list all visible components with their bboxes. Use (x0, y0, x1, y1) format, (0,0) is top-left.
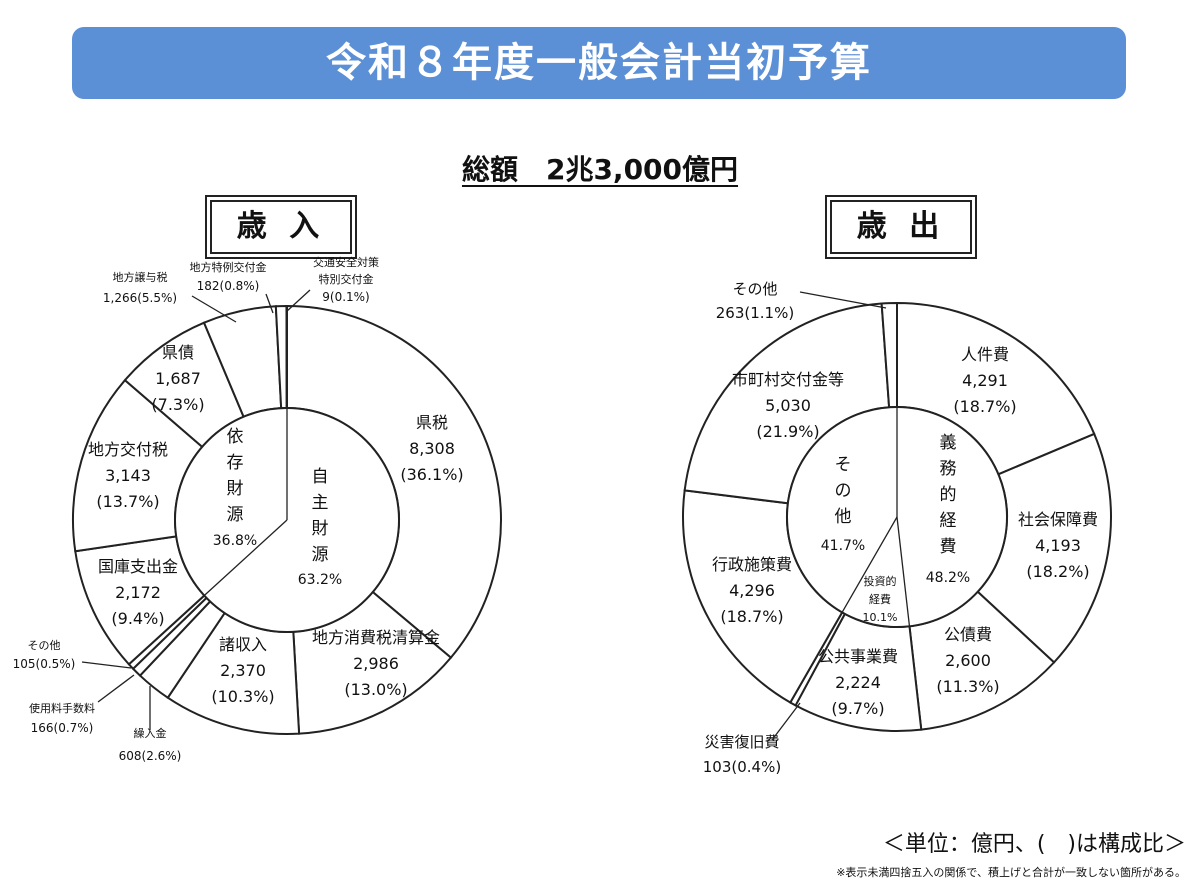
expenditure-small-value: 263(1.1%) (716, 304, 794, 322)
expenditure-inner-divider-mandatory (896, 516, 911, 627)
revenue-small-name: その他 (28, 639, 61, 652)
expenditure-label-name: 公共事業費 (818, 647, 898, 666)
revenue-leader-line (265, 293, 274, 314)
revenue-inner-dep-char: 存 (227, 453, 244, 473)
revenue-label-name: 県債 (162, 343, 194, 362)
revenue-inner-own-char: 自 (312, 467, 329, 487)
revenue-inner-dep-value: 36.8% (213, 533, 257, 549)
revenue-leader-line (285, 289, 311, 313)
revenue-label-name: 県税 (416, 413, 448, 432)
revenue-label-pct: (9.4%) (111, 609, 164, 628)
revenue-slice-11 (285, 304, 288, 410)
revenue-label-pct: (13.7%) (96, 492, 159, 511)
revenue-label-pct: (13.0%) (344, 680, 407, 699)
revenue-small-name: 特別交付金 (319, 272, 374, 286)
expenditure-inner-mand-char: 義 (940, 433, 957, 453)
expenditure-inner-other-value: 41.7% (821, 538, 865, 554)
expenditure-inner-inv-value: 10.1% (863, 611, 898, 624)
expenditure-leader-line (771, 702, 801, 741)
expenditure-label-value: 4,291 (962, 371, 1008, 390)
revenue-label-pct: (7.3%) (151, 395, 204, 414)
revenue-label-value: 8,308 (409, 439, 455, 458)
revenue-label-pct: (10.3%) (211, 687, 274, 706)
revenue-label-name: 国庫支出金 (98, 557, 178, 576)
expenditure-inner-mand-value: 48.2% (926, 570, 970, 586)
expenditure-heading: 歳 出 (830, 200, 972, 254)
title-banner: 令和８年度一般会計当初予算 (72, 27, 1126, 99)
expenditure-inner-mand-char: 経 (940, 511, 957, 531)
revenue-small-name: 地方特例交付金 (190, 260, 267, 274)
revenue-inner-dep-char: 源 (227, 505, 244, 525)
expenditure-inner-other-char: 他 (835, 507, 852, 527)
expenditure-label-name: 行政施策費 (712, 555, 792, 574)
revenue-inner-dep-char: 依 (227, 427, 244, 447)
expenditure-label-pct: (18.7%) (720, 607, 783, 626)
expenditure-small-name: その他 (732, 280, 777, 298)
revenue-small-value: 182(0.8%) (197, 279, 260, 293)
expenditure-label-name: 公債費 (944, 625, 992, 644)
revenue-small-value: 608(2.6%) (119, 749, 182, 763)
expenditure-label-value: 4,296 (729, 581, 775, 600)
expenditure-inner-mand-char: 的 (940, 485, 957, 505)
revenue-label-pct: (36.1%) (400, 465, 463, 484)
page-title: 令和８年度一般会計当初予算 (326, 40, 872, 86)
revenue-inner-own-char: 主 (312, 493, 329, 513)
total-amount: 総額 2兆3,000億円 (461, 153, 739, 186)
expenditure-label-pct: (9.7%) (831, 699, 884, 718)
expenditure-inner-divider-investment (841, 516, 898, 613)
revenue-inner-own-value: 63.2% (298, 572, 342, 588)
expenditure-inner-inv-char: 投資的 (864, 574, 897, 588)
revenue-small-value: 1,266(5.5%) (103, 291, 177, 305)
expenditure-label-pct: (18.2%) (1026, 562, 1089, 581)
revenue-small-value: 105(0.5%) (13, 657, 76, 671)
revenue-leader-line (191, 295, 237, 323)
expenditure-label-value: 2,224 (835, 673, 881, 692)
revenue-inner-divider (203, 519, 288, 596)
expenditure-inner-other-char: そ (835, 455, 852, 475)
revenue-small-value: 166(0.7%) (31, 721, 94, 735)
revenue-small-name: 地方譲与税 (113, 270, 168, 284)
expenditure-inner-inv-char: 経費 (869, 592, 891, 606)
expenditure-label-pct: (18.7%) (953, 397, 1016, 416)
revenue-small-name: 使用料手数料 (29, 701, 95, 715)
expenditure-inner-mand-char: 費 (940, 537, 957, 557)
expenditure-label-name: 人件費 (961, 345, 1009, 364)
revenue-leader-line (81, 661, 132, 669)
expenditure-leader-line (799, 291, 887, 309)
revenue-small-value: 9(0.1%) (322, 290, 369, 304)
revenue-small-name: 繰入金 (134, 726, 167, 740)
revenue-small-name: 交通安全対策 (313, 255, 379, 269)
unit-note: ＜単位：億円、( )は構成比＞ (882, 832, 1186, 857)
expenditure-small-name: 災害復旧費 (704, 733, 779, 751)
expenditure-label-pct: (11.3%) (936, 677, 999, 696)
revenue-label-name: 地方交付税 (88, 440, 168, 459)
revenue-label-value: 3,143 (105, 466, 151, 485)
expenditure-label-value: 2,600 (945, 651, 991, 670)
expenditure-label-value: 4,193 (1035, 536, 1081, 555)
revenue-heading: 歳 入 (210, 200, 352, 254)
expenditure-label-name: 市町村交付金等 (732, 370, 844, 389)
footnote: ※表示未満四捨五入の関係で、積上げと合計が一致しない箇所がある。 (836, 866, 1186, 879)
expenditure-inner-mand-char: 務 (940, 459, 957, 479)
revenue-inner-dep-char: 財 (227, 479, 244, 499)
expenditure-label-value: 5,030 (765, 396, 811, 415)
expenditure-label-name: 社会保障費 (1018, 510, 1098, 529)
revenue-label-value: 2,172 (115, 583, 161, 602)
revenue-label-name: 地方消費税清算金 (312, 628, 440, 647)
revenue-label-value: 1,687 (155, 369, 201, 388)
expenditure-inner-other-char: の (835, 481, 852, 501)
expenditure-label-pct: (21.9%) (756, 422, 819, 441)
revenue-inner-own-char: 源 (312, 545, 329, 565)
expenditure-small-value: 103(0.4%) (703, 758, 781, 776)
revenue-label-name: 諸収入 (219, 635, 267, 654)
revenue-leader-line (97, 674, 135, 703)
revenue-inner-own-char: 財 (312, 519, 329, 539)
revenue-label-value: 2,370 (220, 661, 266, 680)
revenue-label-value: 2,986 (353, 654, 399, 673)
